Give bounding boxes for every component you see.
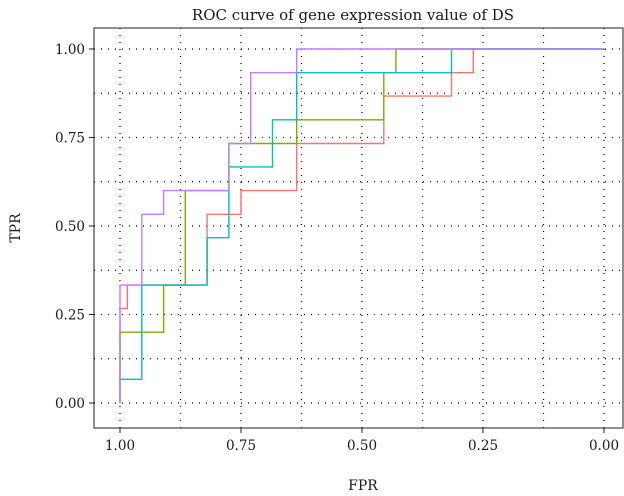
y-tick-label: 0.25 (55, 308, 85, 324)
series-group (119, 48, 604, 403)
y-tick-label: 0.00 (55, 396, 85, 412)
y-tick-label: 0.75 (55, 131, 85, 147)
x-axis-title: FPR (348, 478, 378, 494)
x-tick-label: 0.75 (226, 438, 256, 454)
y-axis: 0.00 0.25 0.50 0.75 1.00 (55, 42, 94, 412)
x-axis: 1.00 0.75 0.50 0.25 0.00 (105, 428, 619, 454)
plot-frame (93, 27, 624, 429)
x-tick-label: 0.00 (589, 438, 619, 454)
roc-series-line-1 (119, 48, 604, 403)
y-tick-label: 0.50 (55, 219, 85, 235)
y-axis-title: TPR (8, 213, 24, 243)
x-tick-label: 0.50 (347, 438, 377, 454)
y-tick-label: 1.00 (55, 42, 85, 58)
grid (94, 28, 623, 428)
chart-title: ROC curve of gene expression value of DS (192, 6, 514, 24)
x-tick-label: 0.25 (468, 438, 498, 454)
x-tick-label: 1.00 (105, 438, 135, 454)
roc-series-line-4 (119, 48, 604, 403)
